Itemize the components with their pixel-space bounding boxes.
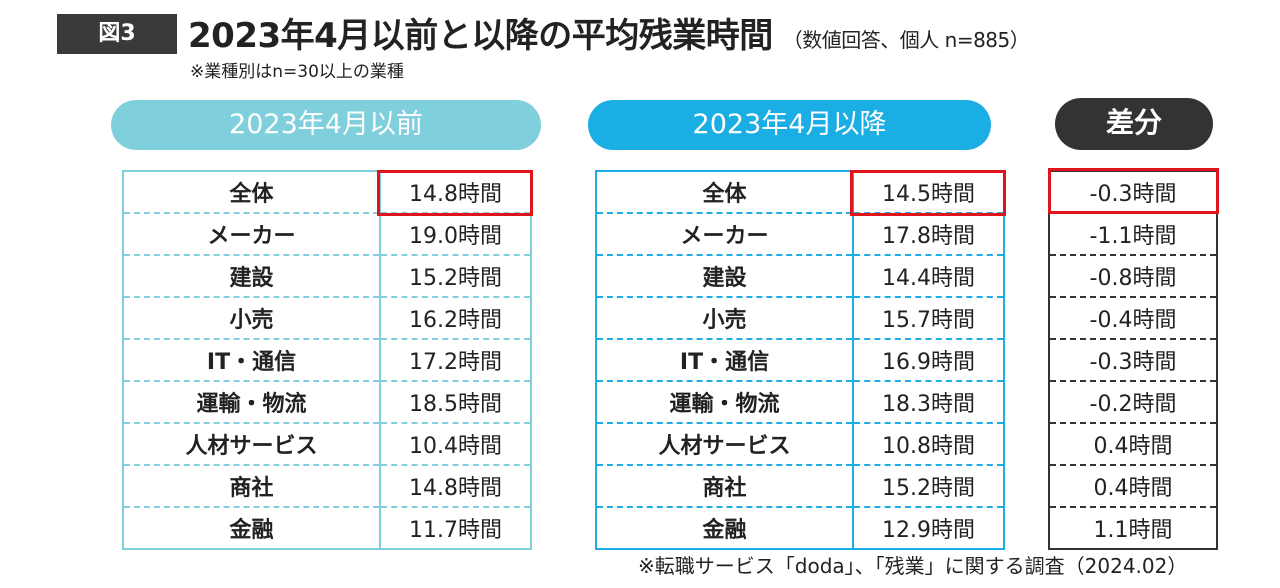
before-value: 10.4時間 bbox=[379, 422, 531, 465]
diff-header: 差分 bbox=[1055, 98, 1213, 150]
category-label: 全体 bbox=[229, 182, 274, 207]
table-row: 運輸・物流 18.3時間 bbox=[596, 380, 1004, 423]
diff-value: 1.1時間 bbox=[1049, 506, 1217, 549]
page-title: 2023年4月以前と以降の平均残業時間 （数値回答、個人 n=885） bbox=[188, 8, 1030, 57]
table-row: IT・通信 16.9時間 bbox=[596, 338, 1004, 381]
diff-value: -0.3時間 bbox=[1089, 182, 1177, 207]
category-label: 小売 bbox=[596, 296, 853, 339]
category-label: 運輸・物流 bbox=[123, 380, 380, 423]
category-label: 商社 bbox=[123, 464, 380, 507]
before-value: 11.7時間 bbox=[379, 506, 531, 549]
title-subtitle: （数値回答、個人 n=885） bbox=[782, 28, 1030, 52]
after-value: 10.8時間 bbox=[852, 422, 1004, 465]
table-row: 小売 16.2時間 bbox=[123, 296, 531, 339]
table-row: 金融 12.9時間 bbox=[596, 506, 1004, 549]
after-value: 16.9時間 bbox=[852, 338, 1004, 381]
diff-value: -0.4時間 bbox=[1049, 296, 1217, 339]
after-table: 全体 14.5時間 メーカー 17.8時間 建設 14.4時間 小売 15.7時間 IT・通信 1… bbox=[595, 170, 1005, 550]
table-row: 商社 15.2時間 bbox=[596, 464, 1004, 507]
table-row: 0.4時間 bbox=[1049, 422, 1217, 465]
after-value: 15.7時間 bbox=[852, 296, 1004, 339]
diff-value: -0.8時間 bbox=[1049, 254, 1217, 297]
before-value: 17.2時間 bbox=[379, 338, 531, 381]
diff-value: 0.4時間 bbox=[1049, 464, 1217, 507]
after-value: 14.5時間 bbox=[852, 171, 1004, 213]
after-header: 2023年4月以降 bbox=[588, 100, 991, 150]
table-row: -0.2時間 bbox=[1049, 380, 1217, 423]
before-value: 19.0時間 bbox=[379, 212, 531, 255]
after-value: 17.8時間 bbox=[852, 212, 1004, 255]
before-value: 18.5時間 bbox=[379, 380, 531, 423]
diff-value: -1.1時間 bbox=[1049, 212, 1217, 255]
diff-value: 0.4時間 bbox=[1049, 422, 1217, 465]
table-row: 商社 14.8時間 bbox=[123, 464, 531, 507]
source-note: ※転職サービス「doda」、「残業」に関する調査（2024.02） bbox=[638, 554, 1188, 578]
table-row: 建設 15.2時間 bbox=[123, 254, 531, 297]
diff-value: -0.3時間 bbox=[1049, 338, 1217, 381]
table-row: IT・通信 17.2時間 bbox=[123, 338, 531, 381]
category-label: 金融 bbox=[123, 506, 380, 549]
diff-table: -0.3時間 -1.1時間 -0.8時間 -0.4時間 -0.3時間 -0.2時間 0.4時… bbox=[1048, 170, 1218, 550]
table-row: 人材サービス 10.8時間 bbox=[596, 422, 1004, 465]
before-header: 2023年4月以前 bbox=[111, 100, 541, 150]
figure-badge: 図3 bbox=[57, 14, 177, 54]
table-row: -0.3時間 bbox=[1049, 338, 1217, 381]
table-row: 人材サービス 10.4時間 bbox=[123, 422, 531, 465]
table-row: 建設 14.4時間 bbox=[596, 254, 1004, 297]
category-label: 建設 bbox=[123, 254, 380, 297]
category-label: IT・通信 bbox=[123, 338, 380, 381]
before-value: 14.8時間 bbox=[379, 171, 531, 213]
after-value: 18.3時間 bbox=[852, 380, 1004, 423]
category-label: 建設 bbox=[596, 254, 853, 297]
table-row: -0.3時間 bbox=[1049, 171, 1217, 213]
after-value: 14.4時間 bbox=[852, 254, 1004, 297]
highlight-before-total bbox=[377, 170, 533, 216]
table-row: -1.1時間 bbox=[1049, 212, 1217, 255]
diff-value: -0.2時間 bbox=[1049, 380, 1217, 423]
table-row: 小売 15.7時間 bbox=[596, 296, 1004, 339]
category-label: 人材サービス bbox=[123, 422, 380, 465]
category-label: IT・通信 bbox=[596, 338, 853, 381]
sample-note: ※業種別はn=30以上の業種 bbox=[190, 62, 404, 82]
category-label: 人材サービス bbox=[596, 422, 853, 465]
table-row: メーカー 19.0時間 bbox=[123, 212, 531, 255]
table-row: -0.4時間 bbox=[1049, 296, 1217, 339]
category-label: 商社 bbox=[596, 464, 853, 507]
table-row: 運輸・物流 18.5時間 bbox=[123, 380, 531, 423]
table-row: -0.8時間 bbox=[1049, 254, 1217, 297]
table-row: メーカー 17.8時間 bbox=[596, 212, 1004, 255]
category-label: メーカー bbox=[123, 212, 380, 255]
after-value: 12.9時間 bbox=[852, 506, 1004, 549]
table-row: 金融 11.7時間 bbox=[123, 506, 531, 549]
category-label: 金融 bbox=[596, 506, 853, 549]
table-row: 1.1時間 bbox=[1049, 506, 1217, 549]
table-row: 全体 14.5時間 bbox=[596, 171, 1004, 213]
highlight-diff-total bbox=[1048, 168, 1219, 214]
category-label: 全体 bbox=[702, 182, 747, 207]
before-value: 15.2時間 bbox=[379, 254, 531, 297]
before-value: 14.8時間 bbox=[379, 464, 531, 507]
table-row: 0.4時間 bbox=[1049, 464, 1217, 507]
table-row: 全体 14.8時間 bbox=[123, 171, 531, 213]
category-label: メーカー bbox=[596, 212, 853, 255]
category-label: 小売 bbox=[123, 296, 380, 339]
before-table: 全体 14.8時間 メーカー 19.0時間 建設 15.2時間 小売 16.2時間 IT・通信 1… bbox=[122, 170, 532, 550]
category-label: 運輸・物流 bbox=[596, 380, 853, 423]
before-value: 16.2時間 bbox=[379, 296, 531, 339]
after-value: 15.2時間 bbox=[852, 464, 1004, 507]
highlight-after-total bbox=[850, 170, 1006, 216]
title-text: 2023年4月以前と以降の平均残業時間 bbox=[188, 16, 773, 56]
